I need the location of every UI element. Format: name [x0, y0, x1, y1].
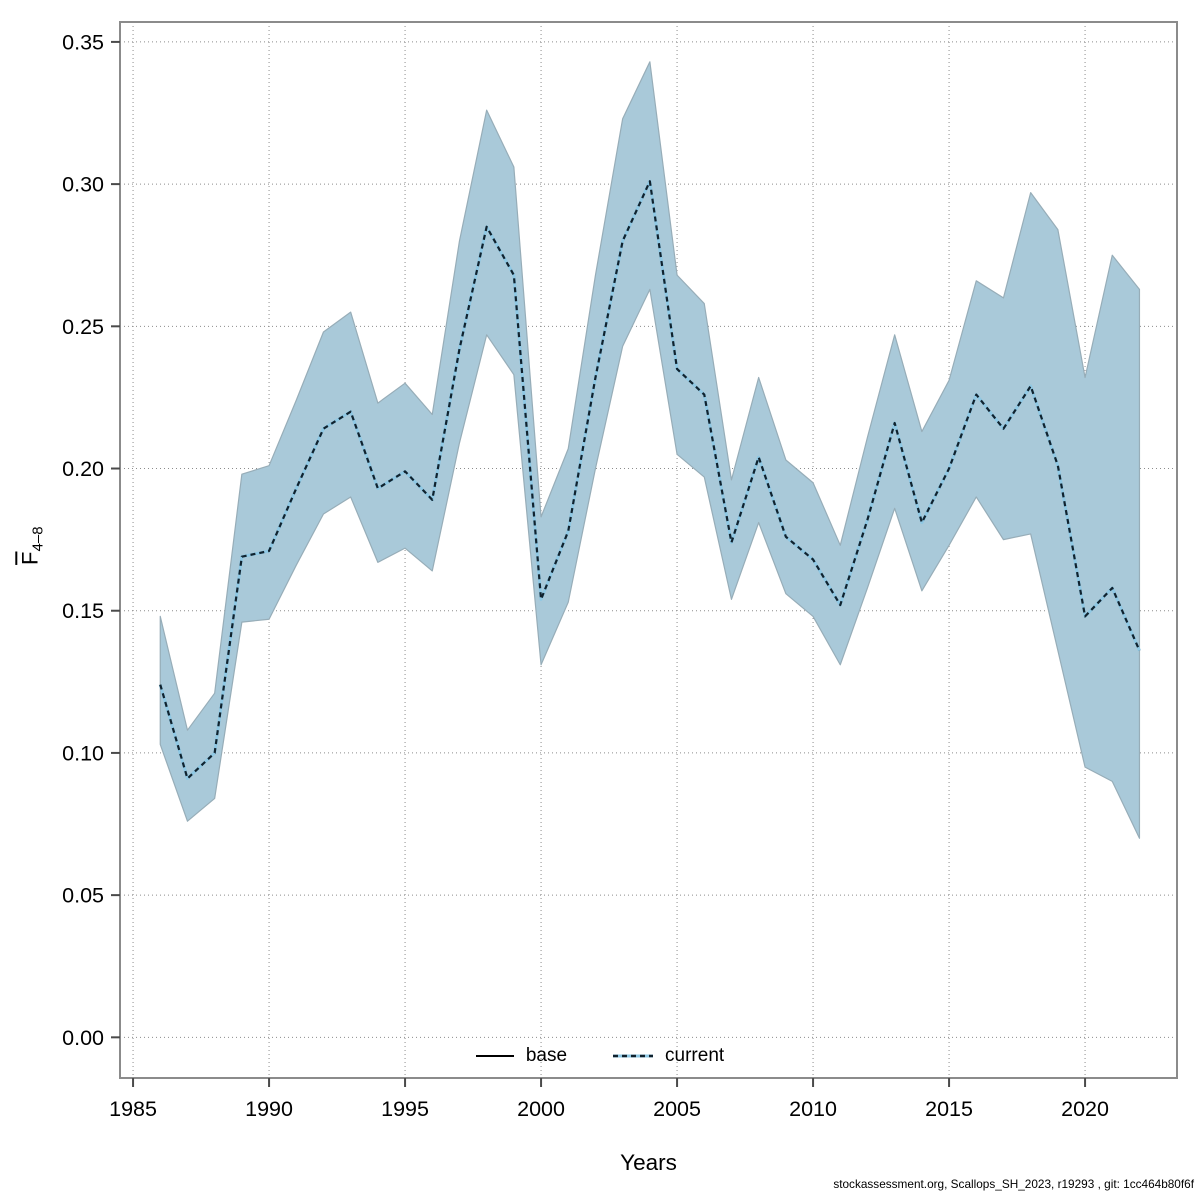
x-tick-label: 2000	[517, 1097, 565, 1121]
current-line-sample-icon	[613, 1054, 654, 1058]
y-tick-label: 0.05	[62, 884, 104, 908]
y-tick-label: 0.25	[62, 315, 104, 339]
current-line	[159, 180, 1141, 780]
x-tick-label: 2020	[1061, 1097, 1109, 1121]
x-axis-title: Years	[620, 1150, 677, 1175]
y-tick-label: 0.30	[62, 173, 104, 197]
x-tick-label: 2015	[925, 1097, 973, 1121]
legend: base current	[380, 1044, 820, 1068]
y-tick-label: 0.20	[62, 457, 104, 481]
legend-item-current: current	[613, 1045, 724, 1067]
x-tick-label: 1985	[109, 1097, 157, 1121]
x-tick-label: 2005	[653, 1097, 701, 1121]
y-axis-title-fbar: F	[17, 551, 43, 565]
y-tick-label: 0.35	[62, 30, 104, 54]
legend-label-base: base	[525, 1045, 568, 1066]
legend-label-current: current	[665, 1045, 725, 1066]
x-tick-label: 1990	[245, 1097, 293, 1121]
y-tick-label: 0.00	[62, 1026, 104, 1050]
y-tick-label: 0.10	[62, 741, 104, 765]
base-line-sample-icon	[475, 1055, 514, 1057]
y-axis-title: F4–8	[17, 485, 46, 607]
plot-box	[119, 21, 1178, 1079]
x-tick-label: 2010	[789, 1097, 837, 1121]
confidence-band	[159, 61, 1141, 839]
footer-attribution: stockassessment.org, Scallops_SH_2023, r…	[833, 1177, 1194, 1191]
y-axis-title-sub: 4–8	[29, 526, 47, 552]
x-tick-label: 1995	[381, 1097, 429, 1121]
y-tick-label: 0.15	[62, 599, 104, 623]
legend-item-base: base	[475, 1045, 568, 1067]
